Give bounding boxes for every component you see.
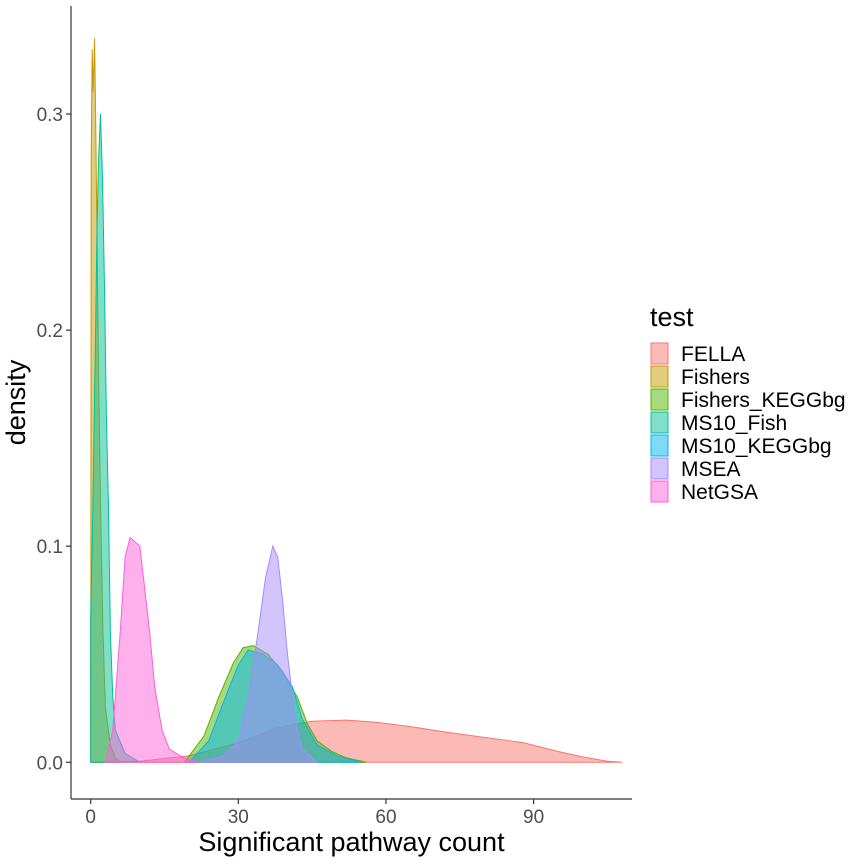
legend-title: test <box>650 302 694 332</box>
x-axis-ticks: 0 30 60 90 <box>85 799 544 828</box>
legend: test FELLAFishersFishers_KEGGbgMS10_Fish… <box>650 302 846 504</box>
y-tick-label: 0.3 <box>37 105 63 126</box>
legend-key-msea <box>650 457 669 480</box>
x-tick-label: 60 <box>375 807 396 828</box>
legend-label-fella: FELLA <box>681 343 745 366</box>
density-area-netgsa <box>104 536 200 763</box>
y-tick-label: 0.0 <box>37 753 63 774</box>
density-areas <box>90 38 623 763</box>
legend-key-fella <box>650 342 669 365</box>
legend-label-fishers: Fishers <box>681 366 750 389</box>
x-tick-label: 0 <box>85 807 96 828</box>
y-axis-title: density <box>1 359 31 445</box>
legend-label-msea: MSEA <box>681 458 741 481</box>
legend-label-fishers-keggbg: Fishers_KEGGbg <box>681 389 846 412</box>
y-tick-label: 0.1 <box>37 537 63 558</box>
legend-key-fishers <box>650 365 669 388</box>
y-tick-label: 0.2 <box>37 321 63 342</box>
legend-label-ms10-keggbg: MS10_KEGGbg <box>681 435 832 458</box>
density-area-msea <box>198 544 319 763</box>
axes: 0 30 60 90 0.0 0.1 0.2 0.3 <box>37 6 632 828</box>
legend-label-netgsa: NetGSA <box>681 481 758 504</box>
legend-items: FELLAFishersFishers_KEGGbgMS10_FishMS10_… <box>650 342 846 504</box>
x-tick-label: 90 <box>523 807 544 828</box>
x-axis-title: Significant pathway count <box>198 827 505 857</box>
y-axis-ticks: 0.0 0.1 0.2 0.3 <box>37 105 71 774</box>
legend-key-fishers-keggbg <box>650 388 669 411</box>
legend-key-ms10-fish <box>650 411 669 434</box>
legend-label-ms10-fish: MS10_Fish <box>681 412 787 435</box>
legend-key-ms10-keggbg <box>650 434 669 457</box>
x-tick-label: 30 <box>228 807 249 828</box>
legend-key-netgsa <box>650 480 669 503</box>
